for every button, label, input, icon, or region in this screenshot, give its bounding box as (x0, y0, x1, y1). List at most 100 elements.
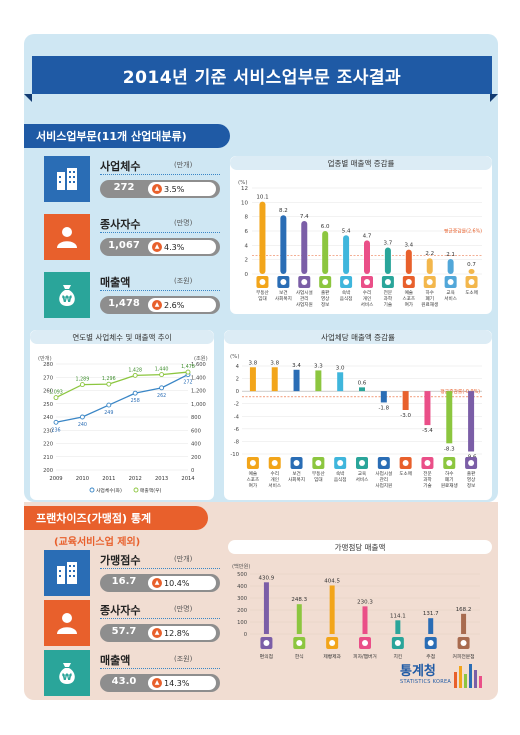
bar (380, 391, 387, 403)
x-tick-label: 2012 (129, 476, 142, 482)
y-tick-label: -6 (234, 427, 240, 433)
stat-unit: (조원) (174, 277, 193, 285)
data-label: 1,428 (128, 367, 142, 373)
y-tick-label: 230 (43, 428, 53, 434)
bar (296, 604, 302, 634)
brand-logo: 통계청 STATISTICS KOREA (400, 660, 482, 694)
series-line (55, 374, 189, 423)
y-tick-label: 6 (245, 229, 249, 235)
x-tick-label: 2010 (76, 476, 89, 482)
bar (364, 240, 370, 274)
stat-name: 매출액 (100, 654, 131, 667)
data-point (106, 381, 112, 387)
stat-change: ▲ 2.6% (148, 298, 216, 312)
category-label: 한식 (295, 653, 304, 660)
y-tick-label: 200 (237, 608, 247, 614)
y-axis-unit: (%) (238, 180, 248, 186)
building-icon (44, 156, 90, 202)
data-point (79, 414, 85, 420)
brand-name: 통계청 (400, 664, 436, 679)
bar (322, 231, 329, 274)
data-label: 7.4 (300, 214, 309, 220)
data-label: 1,440 (155, 367, 169, 373)
franchise-note: (교육서비스업 제외) (54, 537, 141, 548)
category-label: 음식점 (340, 295, 353, 302)
stat-name: 종사자수 (100, 218, 141, 231)
data-label: 236 (51, 427, 60, 433)
stat-establishments: 사업체수 (만개) 272 ▲ 3.5% (44, 156, 224, 208)
data-label: 230.3 (357, 599, 373, 605)
category-label: 임대 (314, 476, 322, 483)
stat-change-value: 14.3% (164, 678, 190, 688)
chart-card-per-establishment: 사업체당 매출액 증감률 (%) 4 2 0 -2 -4 -6 -8 -10 평균증감률(-0.9… (224, 330, 492, 500)
bar (359, 387, 365, 392)
y-right-tick-label: 1,000 (191, 402, 206, 408)
bar (280, 215, 287, 274)
data-label: 10.1 (256, 195, 268, 201)
category-label: 폐기 (426, 295, 434, 302)
stat-value: 272 (113, 182, 135, 193)
data-label: 131.7 (423, 611, 439, 617)
svg-text:₩: ₩ (62, 673, 72, 683)
person-icon (44, 600, 90, 646)
y-right-tick-label: 200 (191, 455, 201, 461)
data-label: 1,296 (102, 376, 116, 382)
y-tick-label: -2 (234, 402, 239, 408)
category-label: 정보 (467, 482, 475, 489)
data-label: 258 (131, 398, 140, 404)
divider (100, 232, 220, 233)
category-label: 출판 (467, 470, 476, 477)
data-label: -8.3 (444, 446, 455, 452)
y-axis-unit: (백만원) (232, 562, 250, 570)
category-icon-glyph (362, 640, 368, 646)
y-tick-label: 4 (245, 243, 249, 249)
franchise-section-tab: 프랜차이즈(가맹점) 통계 (24, 506, 208, 530)
y-tick-label: 4 (236, 364, 240, 370)
category-label: 교육 (446, 290, 454, 296)
y-right-tick-label: 600 (191, 428, 201, 434)
category-label: 과학 (384, 295, 393, 302)
data-label: 5.4 (342, 228, 351, 234)
divider (100, 290, 220, 291)
category-label: 주점 (426, 653, 435, 660)
stat-unit: (만개) (174, 555, 193, 563)
legend-label: 사업체수(좌) (96, 487, 122, 494)
category-label: 서비스 (444, 295, 457, 302)
category-icon-glyph (384, 279, 391, 285)
bar (384, 247, 391, 274)
bar (468, 391, 475, 452)
category-label: 부동산 (312, 470, 325, 477)
legend-label: 매출액(우) (140, 487, 162, 494)
category-label: 치킨 (393, 653, 402, 660)
stat-unit: (만개) (174, 161, 193, 169)
yearly-trend-chart: (만개) (조원) 200 210 220 230 240 250 260 270 280 0 200 4… (38, 354, 208, 494)
y-axis-left-unit: (만개) (38, 354, 52, 362)
category-icon-glyph (329, 640, 336, 646)
category-label: 스포츠 (247, 477, 260, 483)
y-tick-label: 400 (237, 584, 247, 590)
data-label: 168.2 (456, 607, 472, 613)
banner-fold-right (490, 94, 498, 102)
category-label: 사업지원 (296, 301, 313, 308)
y-right-tick-label: 1,600 (191, 362, 206, 368)
stat-unit: (만명) (174, 219, 193, 227)
category-icon-glyph (426, 279, 433, 285)
y-tick-label: 0 (236, 389, 240, 395)
bar (259, 201, 266, 274)
category-label: 사업지원 (375, 482, 392, 489)
category-label: 음식점 (334, 476, 347, 483)
data-point (79, 382, 85, 388)
y-tick-label: 270 (43, 375, 53, 381)
up-arrow-icon: ▲ (152, 628, 162, 638)
brand-bars-icon (454, 664, 482, 688)
stat-change: ▲ 10.4% (148, 576, 216, 590)
data-label: 6.0 (321, 224, 330, 230)
chart-card-industry-growth: 업종별 매출액 증감률 (%) 0 2 4 6 8 10 12 평균증감률(2.6%) 10.1 부… (230, 156, 492, 314)
category-icon-glyph (280, 279, 287, 285)
data-label: 1,478 (181, 364, 195, 370)
bar (446, 391, 453, 444)
stat-change-value: 4.3% (164, 242, 185, 252)
data-point (53, 395, 59, 401)
bar (405, 249, 412, 274)
category-icon-glyph (446, 460, 453, 466)
